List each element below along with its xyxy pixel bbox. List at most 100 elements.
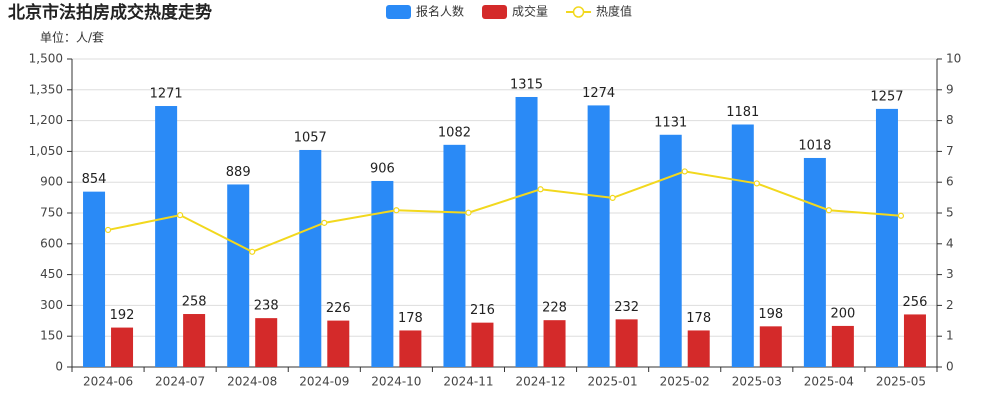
line-point — [609, 194, 616, 202]
bar — [875, 108, 898, 368]
line-point — [393, 207, 400, 214]
x-tick-label: 2024-10 — [371, 375, 421, 389]
value-label: 198 — [758, 307, 783, 322]
x-tick-label: 2024-08 — [227, 375, 277, 389]
bar — [543, 320, 566, 367]
value-label: 1131 — [654, 115, 687, 130]
y-tick-label: 150 — [40, 329, 63, 343]
value-label: 256 — [903, 295, 928, 310]
value-label: 1271 — [150, 87, 183, 102]
bar — [227, 184, 250, 367]
line — [107, 170, 902, 253]
line-point — [249, 248, 256, 255]
line-point — [465, 209, 472, 216]
y-tick-label: 300 — [40, 298, 63, 312]
x-tick-label: 2025-05 — [876, 375, 926, 389]
y-tick-label: 1,500 — [29, 52, 63, 66]
line-point — [825, 207, 832, 214]
y-tick-label: 0 — [55, 360, 63, 374]
y2-tick-label: 0 — [946, 360, 954, 374]
bar — [183, 314, 206, 367]
value-label: 906 — [370, 161, 395, 176]
value-label: 178 — [686, 311, 711, 326]
bar — [327, 320, 350, 367]
x-tick-label: 2024-12 — [515, 375, 565, 389]
y2-tick-label: 3 — [946, 267, 954, 281]
y2-tick-label: 1 — [946, 329, 954, 343]
x-tick-label: 2024-09 — [299, 375, 349, 389]
legend-label[interactable]: 报名人数 — [416, 4, 464, 19]
legend-swatch[interactable] — [386, 5, 411, 19]
value-label: 1315 — [510, 77, 543, 92]
value-label: 232 — [614, 300, 639, 315]
y2-tick-label: 4 — [946, 236, 954, 250]
unit-label: 单位：人/套 — [40, 30, 104, 45]
bar — [255, 318, 278, 367]
bar — [155, 106, 178, 367]
y2-tick-label: 5 — [946, 206, 954, 220]
bar — [759, 326, 782, 367]
x-tick-label: 2025-01 — [588, 375, 638, 389]
bar — [471, 322, 494, 367]
y2-tick-label: 7 — [946, 144, 954, 158]
bar — [587, 105, 610, 367]
bar — [399, 330, 422, 367]
bar — [903, 314, 926, 367]
bar — [831, 325, 854, 367]
value-label: 178 — [398, 311, 423, 326]
x-tick-label: 2025-03 — [732, 375, 782, 389]
bar — [731, 124, 754, 367]
bar — [299, 149, 322, 367]
y2-tick-label: 8 — [946, 113, 954, 127]
x-tick-label: 2024-07 — [155, 375, 205, 389]
line-point — [104, 226, 112, 234]
value-label: 228 — [542, 301, 567, 316]
y-tick-label: 600 — [40, 236, 63, 250]
value-label: 1274 — [582, 86, 615, 101]
value-label: 226 — [326, 301, 351, 316]
legend-label[interactable]: 成交量 — [512, 4, 548, 19]
y-tick-label: 1,350 — [29, 82, 63, 96]
y-tick-label: 900 — [40, 175, 63, 189]
line-point — [897, 212, 905, 219]
value-label: 1057 — [294, 130, 327, 145]
bar — [659, 134, 682, 367]
bar — [615, 319, 638, 367]
value-label: 1257 — [870, 89, 903, 104]
bar — [687, 330, 710, 367]
bar — [443, 144, 466, 367]
legend-swatch[interactable] — [572, 6, 585, 18]
legend-swatch[interactable] — [482, 5, 508, 19]
y2-tick-label: 6 — [946, 175, 954, 189]
bar — [515, 96, 538, 367]
x-tick-label: 2024-11 — [443, 375, 493, 389]
bar — [83, 191, 106, 367]
value-label: 1082 — [438, 125, 471, 140]
x-tick-label: 2025-04 — [804, 375, 854, 389]
value-label: 854 — [82, 172, 107, 187]
value-label: 889 — [226, 165, 251, 180]
bar — [371, 180, 394, 367]
value-label: 238 — [254, 299, 279, 314]
value-label: 200 — [830, 306, 855, 321]
bar — [803, 157, 826, 367]
line-point — [681, 168, 688, 175]
bar — [111, 327, 134, 367]
y-tick-label: 1,200 — [29, 113, 63, 127]
y-tick-label: 1,050 — [29, 144, 63, 158]
line-point — [177, 212, 184, 219]
y-tick-label: 450 — [40, 267, 63, 281]
legend-label[interactable]: 热度值 — [596, 4, 632, 19]
line-point — [753, 180, 760, 187]
y2-tick-label: 10 — [946, 52, 961, 66]
y2-tick-label: 2 — [946, 298, 954, 312]
value-label: 192 — [110, 308, 135, 323]
chart-title: 北京市法拍房成交热度走势 — [8, 2, 212, 23]
y-tick-label: 750 — [40, 206, 63, 220]
line-point — [537, 186, 544, 193]
value-label: 1018 — [798, 138, 831, 153]
x-tick-label: 2025-02 — [660, 375, 710, 389]
line-point — [321, 219, 328, 226]
y2-tick-label: 9 — [946, 82, 954, 96]
